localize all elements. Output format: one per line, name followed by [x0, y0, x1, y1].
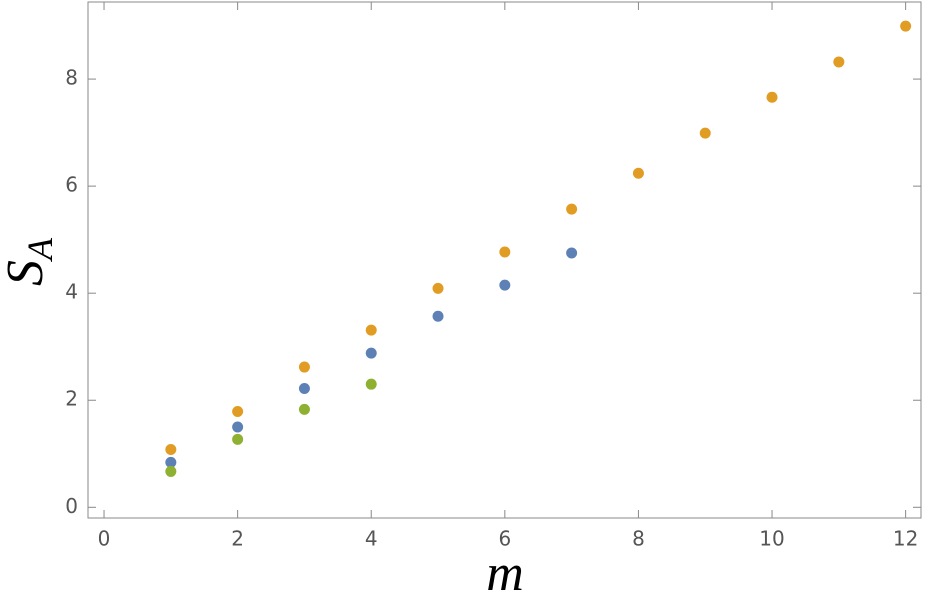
x-tick-label: 8	[632, 527, 645, 551]
point	[432, 310, 444, 322]
point	[232, 405, 244, 417]
point	[232, 433, 244, 445]
point	[165, 443, 177, 455]
y-axis-label-main: S	[0, 260, 54, 286]
x-tick-label: 4	[365, 527, 378, 551]
x-axis-label: m	[486, 545, 524, 602]
point	[833, 56, 845, 68]
point	[699, 127, 711, 139]
y-axis-label: SA	[0, 237, 60, 286]
x-tick-label: 0	[98, 527, 111, 551]
x-tick-label: 2	[231, 527, 244, 551]
y-tick-label: 4	[65, 280, 78, 304]
y-tick-label: 2	[65, 387, 78, 411]
point	[432, 282, 444, 294]
point	[298, 361, 310, 373]
x-tick-label: 10	[759, 527, 784, 551]
plot-frame	[87, 1, 922, 519]
point	[499, 246, 511, 258]
point	[566, 247, 578, 259]
x-tick-label: 12	[893, 527, 918, 551]
point	[365, 378, 377, 390]
x-tick-label: 6	[498, 527, 511, 551]
y-tick-label: 6	[65, 173, 78, 197]
point	[165, 465, 177, 477]
point	[365, 347, 377, 359]
y-tick-label: 8	[65, 66, 78, 90]
y-axis-label-subscript: A	[20, 237, 60, 262]
point	[900, 20, 912, 32]
point	[766, 91, 778, 103]
point	[298, 403, 310, 415]
point	[232, 421, 244, 433]
point	[365, 324, 377, 336]
point	[499, 279, 511, 291]
point	[165, 456, 177, 468]
y-tick-label: 0	[65, 494, 78, 518]
point	[298, 382, 310, 394]
point	[566, 203, 578, 215]
point	[632, 167, 644, 179]
